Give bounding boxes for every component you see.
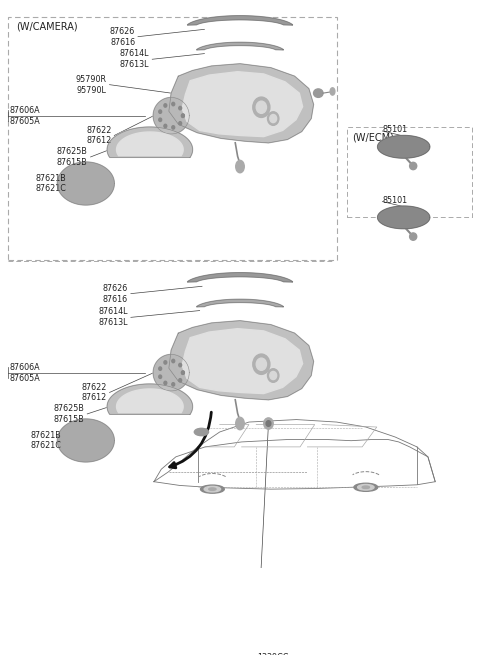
Polygon shape [117,132,183,156]
Text: (W/CAMERA): (W/CAMERA) [16,22,78,31]
Text: 87621B
87621C: 87621B 87621C [31,430,61,451]
Circle shape [181,371,184,375]
Polygon shape [107,127,192,157]
Circle shape [181,114,184,117]
Text: 85101: 85101 [383,196,408,205]
Circle shape [159,118,162,121]
Circle shape [181,371,184,375]
Polygon shape [182,329,302,394]
Polygon shape [107,384,192,415]
Circle shape [172,360,175,363]
Circle shape [159,110,162,113]
Circle shape [179,379,181,382]
Text: 87622
87612: 87622 87612 [81,383,107,402]
Ellipse shape [236,160,244,173]
Ellipse shape [194,428,208,436]
Text: 1339CC: 1339CC [258,653,289,655]
Circle shape [164,361,167,364]
Text: 95790R
95790L: 95790R 95790L [76,75,107,94]
Text: 87625B
87615B: 87625B 87615B [57,147,88,167]
Polygon shape [169,321,313,400]
Circle shape [159,367,162,370]
Polygon shape [117,389,183,413]
Text: 87621B
87621C: 87621B 87621C [36,174,66,193]
Ellipse shape [354,483,378,491]
Circle shape [172,102,175,105]
Circle shape [172,383,175,386]
Polygon shape [187,16,293,25]
Circle shape [172,126,175,129]
Ellipse shape [313,89,323,98]
Ellipse shape [209,488,216,491]
Text: (W/ECM): (W/ECM) [352,133,394,143]
Text: 87626
87616: 87626 87616 [103,284,128,303]
Text: 87622
87612: 87622 87612 [86,126,111,145]
Circle shape [164,124,167,128]
Text: 87614L
87613L: 87614L 87613L [120,49,149,69]
Polygon shape [169,64,313,143]
Circle shape [253,97,270,117]
Text: 87606A
87605A: 87606A 87605A [10,106,41,126]
Circle shape [179,106,181,110]
Ellipse shape [204,487,221,492]
Circle shape [267,112,279,125]
Polygon shape [58,162,114,205]
Polygon shape [378,136,430,158]
Circle shape [164,381,167,384]
Ellipse shape [362,486,370,489]
Polygon shape [196,299,284,307]
Polygon shape [153,354,189,391]
Circle shape [253,354,270,375]
Polygon shape [187,272,293,282]
Circle shape [179,122,181,125]
Circle shape [267,369,279,383]
Ellipse shape [236,417,244,430]
Ellipse shape [409,162,417,170]
Ellipse shape [358,485,374,490]
Circle shape [256,101,266,113]
Text: 87626
87616: 87626 87616 [110,27,135,47]
Circle shape [181,114,184,117]
Polygon shape [378,206,430,229]
Circle shape [264,418,273,429]
Polygon shape [196,43,284,50]
Circle shape [270,371,276,380]
Ellipse shape [330,88,335,95]
Circle shape [256,358,266,370]
Circle shape [266,421,271,426]
Ellipse shape [409,233,417,240]
Circle shape [179,364,181,367]
Circle shape [164,103,167,107]
Ellipse shape [201,485,224,493]
Text: 87625B
87615B: 87625B 87615B [53,404,84,424]
Polygon shape [58,419,114,462]
Text: 85101: 85101 [383,125,408,134]
Text: 87606A
87605A: 87606A 87605A [10,363,41,383]
Text: 87614L
87613L: 87614L 87613L [98,307,128,328]
Polygon shape [153,98,189,134]
Circle shape [159,375,162,379]
Polygon shape [182,71,302,137]
Circle shape [270,115,276,122]
